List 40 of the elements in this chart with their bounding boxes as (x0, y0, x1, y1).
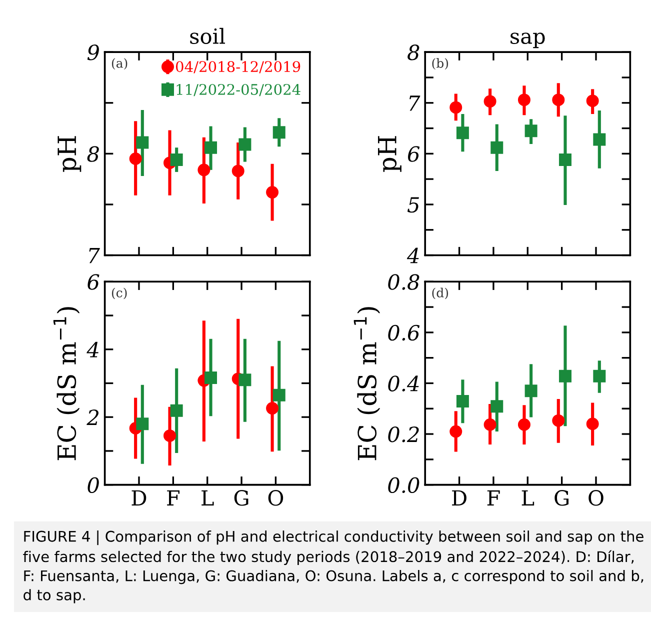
x-tick-label: D (132, 490, 146, 506)
y-tick-label: 0.0 (388, 477, 420, 494)
y-tick-label: 0.4 (388, 376, 419, 392)
y-tick-label: 2 (86, 410, 98, 426)
x-tick-label: L (202, 490, 214, 506)
x-tick-label: F (487, 490, 500, 506)
x-tick-label: L (522, 490, 534, 506)
y-tick-label: 0.6 (388, 324, 420, 341)
x-tick-label: O (588, 490, 604, 506)
y-tick-label: 0 (88, 477, 99, 494)
y-tick-label: 7 (89, 248, 100, 264)
chart-title: soil (190, 28, 226, 44)
x-tick-label: O (268, 490, 284, 506)
y-tick-label: 6 (88, 274, 100, 290)
y-tick-label: 8 (87, 146, 99, 162)
x-tick-label: F (167, 490, 180, 506)
y-tick-label: 0.8 (388, 274, 420, 290)
x-tick-label: G (554, 490, 568, 506)
y-tick-label: 9 (87, 44, 99, 60)
chart-title: sap (510, 32, 545, 48)
x-tick-label: G (234, 490, 248, 506)
y-tick-label: 5 (407, 197, 419, 213)
y-axis-title: pH (58, 136, 82, 172)
y-tick-label: 8 (408, 44, 420, 60)
y-axis-title: pH (378, 136, 402, 172)
y-tick-label: 7 (410, 96, 420, 111)
y-tick-label: 4 (86, 342, 98, 358)
y-tick-label: 6 (408, 146, 420, 162)
y-axis-title: EC (dS m$^{−1}$) (354, 307, 380, 460)
caption: FIGURE 4 | Comparison of pH and electrical conductivity between soil and sap on the five farms selected for the two study periods (2018–2019 and 2022–2024). D: Dílar, F: Fuensanta, L: Luenga, G: Guadiana, O: Osuna. Labels a, c correspond to soil and b, d to sap. (23, 530, 644, 604)
y-axis-title: EC (dS m$^{−1}$) (53, 307, 80, 460)
x-tick-label: D (452, 490, 466, 506)
y-tick-label: 4 (406, 248, 419, 264)
annotation: (c) (112, 288, 127, 300)
annotation: (d) (432, 288, 448, 300)
y-tick-label: 0.2 (388, 426, 419, 442)
legend-label: 04/2018-12/2019 (176, 61, 300, 74)
annotation: (b) (432, 58, 448, 70)
annotation: (a) (112, 58, 128, 70)
legend-label: 11/2022-05/2024 (176, 84, 300, 96)
